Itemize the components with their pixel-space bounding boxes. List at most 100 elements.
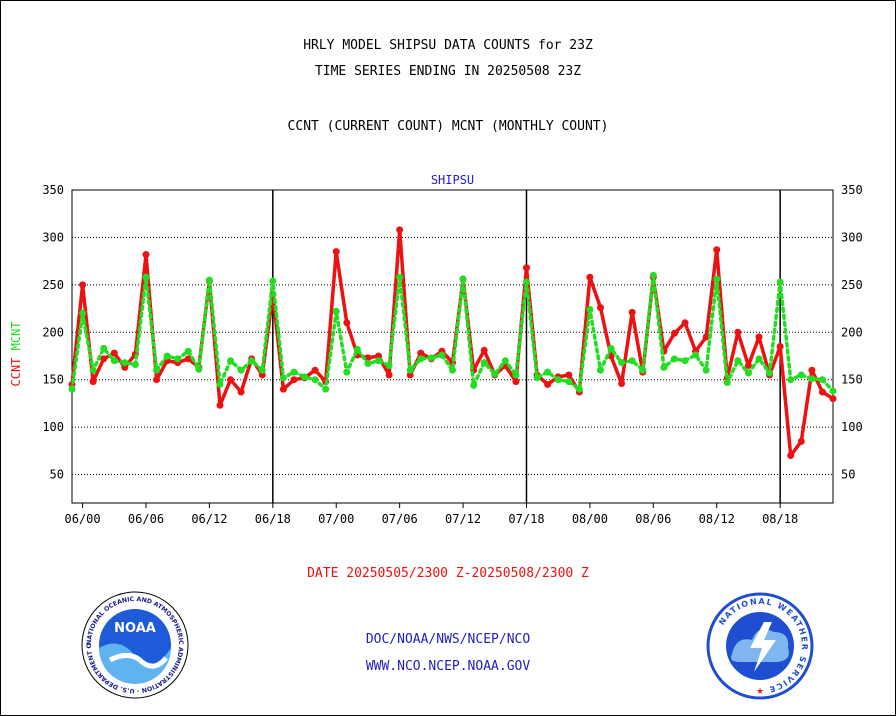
data-point-ccnt (628, 308, 636, 316)
data-point-ccnt (417, 349, 425, 357)
data-point-mcnt (681, 357, 689, 365)
data-point-mcnt (723, 379, 731, 387)
y-tick-label-left: 250 (42, 278, 64, 292)
data-point-ccnt (227, 376, 235, 384)
y-tick-label-right: 100 (841, 420, 863, 434)
data-point-ccnt (142, 250, 150, 258)
data-point-mcnt (491, 370, 499, 378)
data-point-mcnt (184, 347, 192, 355)
data-point-mcnt (639, 366, 647, 374)
data-point-mcnt (596, 366, 604, 374)
data-point-ccnt (396, 226, 404, 234)
data-point-mcnt (311, 376, 319, 384)
data-point-ccnt (79, 281, 87, 289)
data-point-mcnt (131, 361, 139, 369)
data-point-mcnt (237, 366, 245, 374)
data-point-mcnt (575, 385, 583, 393)
data-point-ccnt (755, 333, 763, 341)
data-point-mcnt (533, 374, 541, 382)
x-tick-label: 07/12 (445, 512, 481, 526)
data-point-ccnt (808, 366, 816, 374)
data-point-mcnt (522, 278, 530, 286)
data-point-ccnt (279, 385, 287, 393)
data-point-mcnt (332, 307, 340, 315)
data-point-mcnt (470, 381, 478, 389)
data-point-mcnt (734, 357, 742, 365)
data-point-ccnt (596, 304, 604, 312)
y-tick-label-right: 200 (841, 325, 863, 339)
noaa-logo: NATIONAL OCEANIC AND ATMOSPHERIC ADMINIS… (80, 590, 189, 699)
y-tick-label-left: 50 (50, 468, 64, 482)
y-tick-label-right: 300 (841, 230, 863, 244)
data-point-mcnt (459, 275, 467, 283)
data-point-mcnt (353, 345, 361, 353)
data-point-ccnt (153, 376, 161, 384)
y-axis-label-ccnt: CCNT (9, 350, 23, 386)
data-point-mcnt (670, 355, 678, 363)
x-tick-label: 06/06 (128, 512, 164, 526)
data-point-mcnt (406, 366, 414, 374)
plot-title: SHIPSU (431, 173, 474, 187)
data-point-ccnt (216, 401, 224, 409)
data-point-ccnt (544, 380, 552, 388)
svg-text:★: ★ (756, 687, 764, 697)
data-point-ccnt (670, 329, 678, 337)
data-point-mcnt (417, 355, 425, 363)
data-point-mcnt (818, 376, 826, 384)
data-point-ccnt (110, 349, 118, 357)
x-tick-label: 06/12 (191, 512, 227, 526)
data-point-mcnt (744, 369, 752, 377)
data-point-mcnt (829, 387, 837, 395)
y-tick-label-left: 350 (42, 183, 64, 197)
data-point-mcnt (227, 357, 235, 365)
data-point-mcnt (501, 357, 509, 365)
data-point-ccnt (364, 354, 372, 362)
data-point-mcnt (142, 273, 150, 281)
data-point-mcnt (110, 357, 118, 365)
data-point-mcnt (702, 366, 710, 374)
data-point-ccnt (343, 319, 351, 327)
data-point-mcnt (153, 366, 161, 374)
data-point-mcnt (195, 365, 203, 373)
nws-logo: NATIONAL WEATHER SERVICE ★ (706, 592, 814, 700)
data-point-ccnt (522, 264, 530, 272)
data-point-ccnt (702, 333, 710, 341)
data-point-ccnt (332, 248, 340, 256)
data-point-ccnt (586, 273, 594, 281)
data-point-mcnt (607, 344, 615, 352)
data-point-ccnt (818, 388, 826, 396)
data-point-ccnt (607, 352, 615, 360)
data-point-mcnt (79, 309, 87, 317)
x-tick-label: 08/12 (699, 512, 735, 526)
data-point-mcnt (301, 373, 309, 381)
data-point-ccnt (681, 319, 689, 327)
data-point-mcnt (375, 357, 383, 365)
plot-area (71, 189, 834, 504)
data-point-ccnt (713, 246, 721, 254)
x-tick-label: 08/18 (762, 512, 798, 526)
y-tick-label-right: 250 (841, 278, 863, 292)
x-tick-label: 07/18 (508, 512, 544, 526)
x-tick-label: 08/00 (572, 512, 608, 526)
data-point-mcnt (512, 371, 520, 379)
data-point-mcnt (364, 360, 372, 368)
data-point-mcnt (385, 361, 393, 369)
data-point-mcnt (766, 369, 774, 377)
data-point-ccnt (100, 355, 108, 363)
data-point-mcnt (755, 355, 763, 363)
data-point-mcnt (808, 375, 816, 383)
data-point-ccnt (565, 371, 573, 379)
data-point-ccnt (776, 343, 784, 350)
data-point-ccnt (184, 355, 192, 363)
data-point-mcnt (269, 277, 277, 285)
data-point-mcnt (480, 359, 488, 367)
data-point-mcnt (343, 368, 351, 376)
x-tick-label: 06/18 (255, 512, 291, 526)
data-point-mcnt (322, 385, 330, 393)
series-line-mcnt (70, 273, 835, 393)
website: WWW.NCO.NCEP.NOAA.GOV (365, 659, 531, 674)
data-point-mcnt (396, 273, 404, 281)
data-point-mcnt (628, 357, 636, 365)
data-point-mcnt (248, 357, 256, 365)
data-point-ccnt (618, 379, 626, 387)
